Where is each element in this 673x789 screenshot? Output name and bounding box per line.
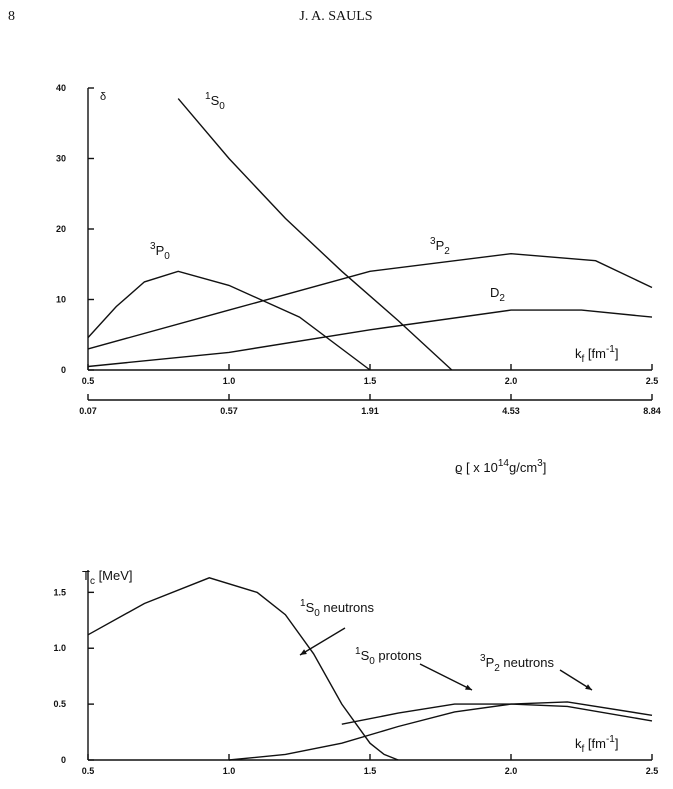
curve-label: 1S0 neutrons <box>300 598 374 619</box>
curve-label-part: 3 <box>430 236 436 247</box>
curve-label-part: neutrons <box>320 600 375 615</box>
x2-tick-label: 0.57 <box>220 406 238 416</box>
y-axis-label-part: T <box>82 568 90 583</box>
curve-label-part: 1 <box>205 91 211 102</box>
x2-tick-label: 8.84 <box>643 406 661 416</box>
running-head: J. A. SAULS <box>299 9 372 24</box>
x-tick-label: 2.0 <box>505 376 518 386</box>
x-axis-label: kf [fm-1] <box>575 344 618 365</box>
x-axis-label-part: [fm <box>584 346 606 361</box>
x-axis-label: kf [fm-1] <box>575 734 618 755</box>
x-axis-label-part: -1 <box>606 344 615 355</box>
curve <box>87 577 399 761</box>
arrow <box>299 627 346 656</box>
x2-tick-label: 1.91 <box>361 406 379 416</box>
y-tick-label: 1.0 <box>53 643 66 653</box>
x-tick-label: 1.0 <box>223 376 236 386</box>
x2-axis-label-part: 3 <box>537 458 543 469</box>
x-tick-label: 0.5 <box>82 376 95 386</box>
curve <box>228 701 653 761</box>
curve-label-part: P <box>436 238 445 253</box>
x-tick-label: 1.0 <box>223 766 236 776</box>
x-axis-label-part: ] <box>615 736 619 751</box>
x-tick-label: 2.0 <box>505 766 518 776</box>
curve-label-part: D <box>490 285 499 300</box>
curve-label-part: 2 <box>499 293 505 304</box>
x-axis-label-part: ] <box>615 346 619 361</box>
x-axis-label-part: f <box>582 354 585 365</box>
y-tick-label: 20 <box>56 224 66 234</box>
curve-label-part: 0 <box>219 101 225 112</box>
curve-label-part: S <box>211 93 220 108</box>
y-tick-label: 0 <box>61 755 66 765</box>
curve-label-part: neutrons <box>500 655 555 670</box>
curve-label-part: 1 <box>300 598 306 609</box>
y-axis-label-part: [MeV] <box>95 568 133 583</box>
y-axis-label-part: c <box>90 576 95 587</box>
x-tick-label: 1.5 <box>364 766 377 776</box>
x2-axis-label: ϱ [ x 1014g/cm3] <box>455 458 546 475</box>
curve-label: D2 <box>490 285 505 304</box>
curve-label-part: 0 <box>369 656 375 667</box>
x-tick-label: 1.5 <box>364 376 377 386</box>
curve-label-part: S <box>306 600 315 615</box>
curve-label-part: 2 <box>444 246 450 257</box>
x-tick-label: 2.5 <box>646 376 659 386</box>
x-tick-label: 0.5 <box>82 766 95 776</box>
y-axis-label: Tc [MeV] <box>82 568 133 587</box>
x2-axis-label-part: ] <box>543 460 547 475</box>
curve-label: 3P0 <box>150 241 170 262</box>
x2-axis-label-part: g/cm <box>509 460 537 475</box>
curve-label-part: 2 <box>494 663 500 674</box>
curve-label: 1S0 <box>205 91 225 112</box>
x-axis-label-part: [fm <box>584 736 606 751</box>
x2-axis-label-part: 14 <box>498 458 510 469</box>
curve-label: 1S0 protons <box>355 646 422 667</box>
x2-axis-label-part: ϱ [ x 10 <box>455 460 498 475</box>
curve-label-part: P <box>156 243 165 258</box>
y-tick-label: 40 <box>56 83 66 93</box>
y-tick-label: 30 <box>56 154 66 164</box>
page-number: 8 <box>8 9 15 24</box>
x2-tick-label: 0.07 <box>79 406 97 416</box>
arrow-head <box>300 649 307 655</box>
curve-label: 3P2 <box>430 236 450 257</box>
curve-label-part: 0 <box>314 608 320 619</box>
arrow-head <box>465 684 472 690</box>
curve-label-part: 3 <box>150 241 156 252</box>
y-axis-label: δ <box>100 91 106 103</box>
curve-label-part: 0 <box>164 251 170 262</box>
curve <box>341 703 653 725</box>
y-tick-label: 0 <box>61 365 66 375</box>
curve-label: 3P2 neutrons <box>480 653 554 674</box>
curve-label-part: protons <box>375 648 422 663</box>
y-tick-label: 10 <box>56 295 66 305</box>
curve <box>177 98 453 371</box>
curve <box>87 309 653 368</box>
curve-label-part: 1 <box>355 646 361 657</box>
y-tick-label: 1.5 <box>53 587 66 597</box>
curve-label-part: 3 <box>480 653 486 664</box>
arrow <box>419 663 473 691</box>
x2-tick-label: 4.53 <box>502 406 520 416</box>
x-axis-label-part: -1 <box>606 734 615 745</box>
y-tick-label: 0.5 <box>53 699 66 709</box>
x-axis-label-part: f <box>582 744 585 755</box>
arrow-head <box>585 684 592 690</box>
x-axis-label-part: k <box>575 736 582 751</box>
curve <box>87 252 653 350</box>
x-tick-label: 2.5 <box>646 766 659 776</box>
x-axis-label-part: k <box>575 346 582 361</box>
curve-label-part: S <box>361 648 370 663</box>
curve-label-part: P <box>486 655 495 670</box>
curve <box>87 270 371 371</box>
